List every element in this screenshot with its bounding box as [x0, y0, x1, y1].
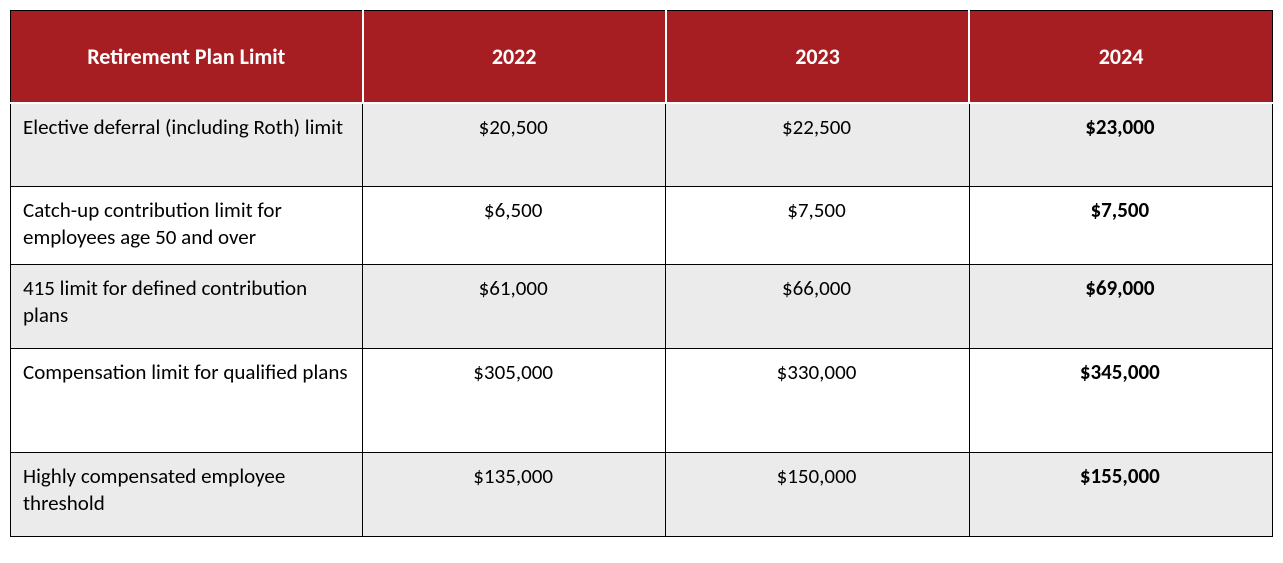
table-row: Catch-up contribution limit for employee…: [11, 187, 1273, 265]
row-value: $305,000: [363, 349, 666, 453]
row-label: 415 limit for defined contribu­tion plan…: [11, 265, 363, 349]
row-value: $7,500: [666, 187, 969, 265]
row-value: $61,000: [363, 265, 666, 349]
row-value: $6,500: [363, 187, 666, 265]
row-value: $150,000: [666, 453, 969, 537]
table-body: Elective deferral (including Roth) limit…: [11, 103, 1273, 537]
row-value: $66,000: [666, 265, 969, 349]
col-header-2024: 2024: [969, 11, 1272, 103]
table-row: 415 limit for defined contribu­tion plan…: [11, 265, 1273, 349]
retirement-limits-table: Retirement Plan Limit 2022 2023 2024 Ele…: [10, 10, 1273, 537]
col-header-label: Retirement Plan Limit: [11, 11, 363, 103]
col-header-2023: 2023: [666, 11, 969, 103]
row-value: $20,500: [363, 103, 666, 187]
row-value: $23,000: [969, 103, 1272, 187]
retirement-limits-table-wrap: Retirement Plan Limit 2022 2023 2024 Ele…: [10, 10, 1273, 537]
row-value: $345,000: [969, 349, 1272, 453]
row-value: $22,500: [666, 103, 969, 187]
row-label: Elective deferral (including Roth) limit: [11, 103, 363, 187]
table-header-row: Retirement Plan Limit 2022 2023 2024: [11, 11, 1273, 103]
row-value: $7,500: [969, 187, 1272, 265]
col-header-2022: 2022: [363, 11, 666, 103]
row-label: Catch-up contribution limit for employee…: [11, 187, 363, 265]
row-value: $69,000: [969, 265, 1272, 349]
row-value: $155,000: [969, 453, 1272, 537]
row-label: Compensation limit for quali­fied plans: [11, 349, 363, 453]
row-label: Highly compensated employee threshold: [11, 453, 363, 537]
table-row: Highly compensated employee threshold$13…: [11, 453, 1273, 537]
table-row: Compensation limit for quali­fied plans$…: [11, 349, 1273, 453]
table-row: Elective deferral (including Roth) limit…: [11, 103, 1273, 187]
row-value: $330,000: [666, 349, 969, 453]
row-value: $135,000: [363, 453, 666, 537]
